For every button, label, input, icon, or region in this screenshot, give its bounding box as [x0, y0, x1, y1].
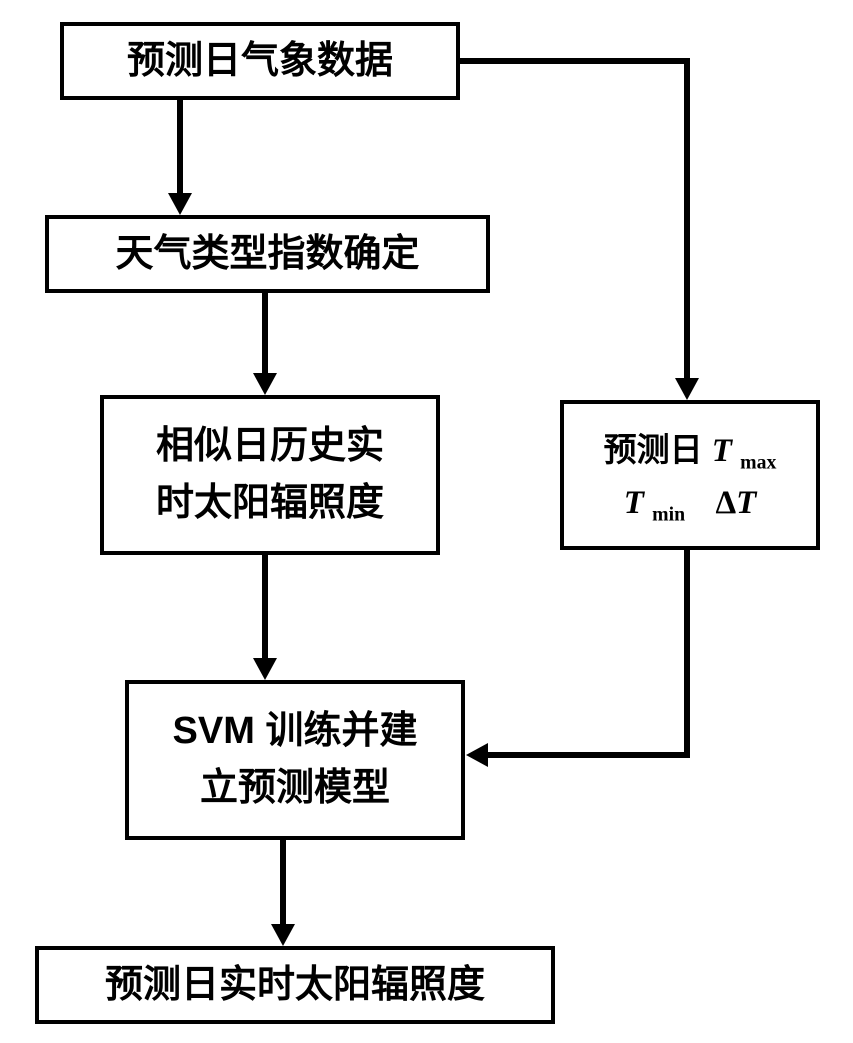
arrow-line [684, 58, 690, 380]
arrow-head-down-icon [271, 924, 295, 946]
prefix-text: 预测日 [604, 431, 712, 468]
node-weather-type-index: 天气类型指数确定 [45, 215, 490, 293]
node-svm-model: SVM 训练并建 立预测模型 [125, 680, 465, 840]
formula-line2: T min ΔT [624, 483, 757, 527]
arrow-head-down-icon [168, 193, 192, 215]
node-text-line1: SVM 训练并建 [173, 703, 418, 760]
t-min: T min [624, 485, 685, 521]
arrow-head-down-icon [675, 378, 699, 400]
arrow-line [280, 840, 286, 926]
node-text-line2: 立预测模型 [200, 760, 390, 817]
arrow-line [460, 58, 690, 64]
arrow-line [262, 555, 268, 660]
delta-t: ΔT [715, 485, 756, 521]
arrow-line [177, 100, 183, 195]
arrow-head-left-icon [466, 743, 488, 767]
arrow-line [262, 293, 268, 375]
node-forecast-weather-data: 预测日气象数据 [60, 22, 460, 100]
arrow-line [487, 752, 690, 758]
node-text: 预测日气象数据 [127, 33, 393, 90]
node-realtime-irradiance: 预测日实时太阳辐照度 [35, 946, 555, 1024]
formula-line1: 预测日 T max [604, 423, 777, 475]
arrow-head-down-icon [253, 373, 277, 395]
node-text: 天气类型指数确定 [115, 226, 419, 283]
arrow-line [684, 550, 690, 758]
arrow-head-down-icon [253, 658, 277, 680]
node-forecast-temperature: 预测日 T max T min ΔT [560, 400, 820, 550]
t-max: T max [712, 433, 777, 469]
node-similar-day-irradiance: 相似日历史实 时太阳辐照度 [100, 395, 440, 555]
node-text-line2: 时太阳辐照度 [156, 475, 384, 532]
node-text: 预测日实时太阳辐照度 [105, 957, 485, 1014]
node-text-line1: 相似日历史实 [156, 418, 384, 475]
